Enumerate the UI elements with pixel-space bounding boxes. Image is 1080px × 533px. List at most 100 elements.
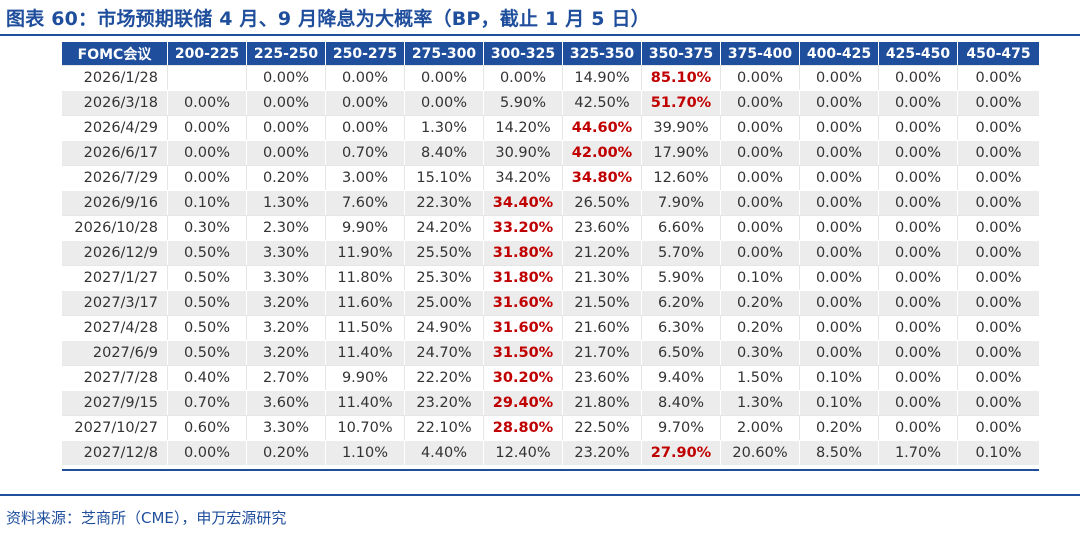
probability-cell: 0.00% — [879, 65, 958, 90]
probability-cell: 0.10% — [168, 190, 247, 215]
probability-cell: 1.30% — [247, 190, 326, 215]
probability-cell: 0.00% — [958, 340, 1039, 365]
probability-cell: 3.30% — [247, 415, 326, 440]
probability-cell: 9.40% — [642, 365, 721, 390]
table-row: 2027/9/15 0.70% 3.60% 11.40% 23.20% 29.40% 21.… — [62, 390, 1039, 415]
probability-cell: 30.90% — [484, 140, 563, 165]
table-body: 2026/1/28 0.00% 0.00% 0.00% 0.00% 14.90% 85.10… — [62, 65, 1039, 465]
header-rate-range: 300-325 — [484, 42, 563, 65]
probability-cell: 0.00% — [721, 165, 800, 190]
probability-cell: 23.60% — [563, 215, 642, 240]
probability-cell: 0.10% — [721, 265, 800, 290]
probability-cell: 11.50% — [326, 315, 405, 340]
probability-cell: 8.40% — [405, 140, 484, 165]
max-probability-cell: 31.50% — [484, 340, 563, 365]
probability-cell: 11.40% — [326, 390, 405, 415]
probability-cell: 39.90% — [642, 115, 721, 140]
probability-cell: 0.00% — [800, 165, 879, 190]
probability-cell: 3.30% — [247, 265, 326, 290]
probability-cell: 21.20% — [563, 240, 642, 265]
header-fomc-meeting: FOMC会议 — [62, 42, 168, 65]
probability-cell: 0.70% — [168, 390, 247, 415]
probability-table-container: FOMC会议 200-225 225-250 250-275 275-300 300-32… — [62, 42, 1039, 465]
probability-cell: 0.00% — [247, 115, 326, 140]
probability-cell: 23.20% — [563, 440, 642, 465]
probability-cell: 7.90% — [642, 190, 721, 215]
title-divider — [0, 34, 1080, 36]
header-rate-range: 350-375 — [642, 42, 721, 65]
probability-cell: 0.30% — [168, 215, 247, 240]
probability-cell: 9.90% — [326, 215, 405, 240]
probability-cell: 3.20% — [247, 315, 326, 340]
meeting-date-cell: 2026/12/9 — [62, 240, 168, 265]
probability-cell: 0.00% — [168, 115, 247, 140]
meeting-date-cell: 2026/10/28 — [62, 215, 168, 240]
probability-cell — [168, 65, 247, 90]
probability-cell: 8.40% — [642, 390, 721, 415]
table-row: 2026/4/29 0.00% 0.00% 0.00% 1.30% 14.20% 44.60… — [62, 115, 1039, 140]
probability-cell: 0.00% — [168, 140, 247, 165]
probability-cell: 0.00% — [879, 140, 958, 165]
probability-cell: 14.90% — [563, 65, 642, 90]
table-row: 2026/7/29 0.00% 0.20% 3.00% 15.10% 34.20% 34.8… — [62, 165, 1039, 190]
probability-cell: 9.90% — [326, 365, 405, 390]
probability-cell: 21.30% — [563, 265, 642, 290]
probability-cell: 12.60% — [642, 165, 721, 190]
table-row: 2026/12/9 0.50% 3.30% 11.90% 25.50% 31.80% 21.… — [62, 240, 1039, 265]
meeting-date-cell: 2026/1/28 — [62, 65, 168, 90]
probability-cell: 0.00% — [958, 65, 1039, 90]
probability-cell: 7.60% — [326, 190, 405, 215]
probability-cell: 11.90% — [326, 240, 405, 265]
probability-cell: 5.70% — [642, 240, 721, 265]
probability-cell: 0.00% — [168, 165, 247, 190]
table-bottom-rule — [62, 469, 1039, 471]
probability-cell: 5.90% — [484, 90, 563, 115]
source-note: 资料来源：芝商所（CME），申万宏源研究 — [6, 509, 287, 527]
probability-cell: 0.00% — [800, 240, 879, 265]
probability-cell: 0.00% — [958, 290, 1039, 315]
max-probability-cell: 31.60% — [484, 290, 563, 315]
probability-cell: 0.00% — [879, 290, 958, 315]
probability-cell: 0.00% — [326, 90, 405, 115]
meeting-date-cell: 2026/4/29 — [62, 115, 168, 140]
probability-cell: 0.50% — [168, 340, 247, 365]
probability-cell: 3.20% — [247, 340, 326, 365]
table-row: 2026/9/16 0.10% 1.30% 7.60% 22.30% 34.40% 26.5… — [62, 190, 1039, 215]
probability-cell: 17.90% — [642, 140, 721, 165]
probability-cell: 25.00% — [405, 290, 484, 315]
probability-cell: 22.10% — [405, 415, 484, 440]
probability-cell: 0.00% — [958, 315, 1039, 340]
probability-cell: 0.00% — [958, 165, 1039, 190]
probability-cell: 9.70% — [642, 415, 721, 440]
max-probability-cell: 31.80% — [484, 265, 563, 290]
max-probability-cell: 27.90% — [642, 440, 721, 465]
probability-cell: 0.00% — [958, 190, 1039, 215]
header-rate-range: 275-300 — [405, 42, 484, 65]
probability-cell: 26.50% — [563, 190, 642, 215]
probability-cell: 0.00% — [879, 215, 958, 240]
probability-cell: 25.30% — [405, 265, 484, 290]
probability-cell: 0.00% — [879, 415, 958, 440]
probability-cell: 21.60% — [563, 315, 642, 340]
probability-cell: 0.00% — [879, 90, 958, 115]
meeting-date-cell: 2027/7/28 — [62, 365, 168, 390]
meeting-date-cell: 2027/12/8 — [62, 440, 168, 465]
probability-cell: 22.50% — [563, 415, 642, 440]
meeting-date-cell: 2027/10/27 — [62, 415, 168, 440]
table-row: 2026/1/28 0.00% 0.00% 0.00% 0.00% 14.90% 85.10… — [62, 65, 1039, 90]
probability-cell: 6.20% — [642, 290, 721, 315]
probability-cell: 0.50% — [168, 265, 247, 290]
footer-divider — [0, 494, 1080, 496]
probability-cell: 0.00% — [958, 365, 1039, 390]
probability-cell: 0.10% — [800, 390, 879, 415]
header-rate-range: 425-450 — [879, 42, 958, 65]
probability-cell: 0.00% — [800, 265, 879, 290]
probability-cell: 0.00% — [958, 115, 1039, 140]
probability-cell: 0.00% — [958, 240, 1039, 265]
probability-cell: 0.10% — [800, 365, 879, 390]
probability-cell: 0.00% — [168, 90, 247, 115]
probability-cell: 11.60% — [326, 290, 405, 315]
probability-cell: 0.20% — [721, 290, 800, 315]
probability-cell: 0.00% — [405, 90, 484, 115]
table-row: 2027/4/28 0.50% 3.20% 11.50% 24.90% 31.60% 21.… — [62, 315, 1039, 340]
